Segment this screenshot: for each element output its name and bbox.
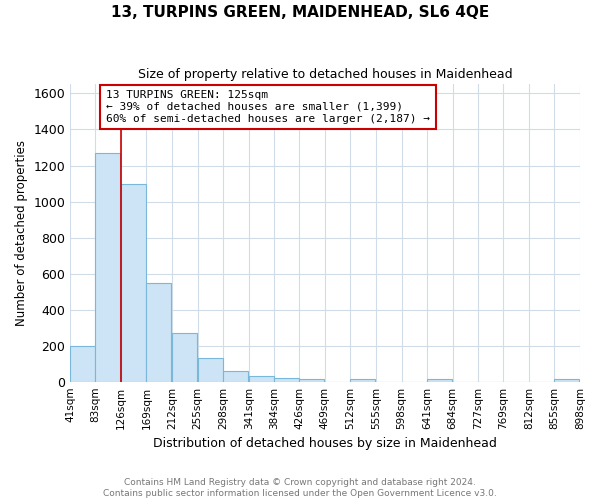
X-axis label: Distribution of detached houses by size in Maidenhead: Distribution of detached houses by size … <box>153 437 497 450</box>
Bar <box>554 379 580 382</box>
Bar <box>274 378 299 382</box>
Bar <box>299 379 324 382</box>
Title: Size of property relative to detached houses in Maidenhead: Size of property relative to detached ho… <box>138 68 512 80</box>
Text: Contains HM Land Registry data © Crown copyright and database right 2024.
Contai: Contains HM Land Registry data © Crown c… <box>103 478 497 498</box>
Bar <box>95 153 120 382</box>
Bar <box>70 346 95 382</box>
Bar <box>172 333 197 382</box>
Bar <box>197 358 223 382</box>
Bar <box>249 376 274 382</box>
Text: 13, TURPINS GREEN, MAIDENHEAD, SL6 4QE: 13, TURPINS GREEN, MAIDENHEAD, SL6 4QE <box>111 5 489 20</box>
Bar <box>350 379 376 382</box>
Text: 13 TURPINS GREEN: 125sqm
← 39% of detached houses are smaller (1,399)
60% of sem: 13 TURPINS GREEN: 125sqm ← 39% of detach… <box>106 90 430 124</box>
Bar <box>427 379 452 382</box>
Bar <box>146 282 172 382</box>
Y-axis label: Number of detached properties: Number of detached properties <box>15 140 28 326</box>
Bar <box>223 370 248 382</box>
Bar <box>121 184 146 382</box>
